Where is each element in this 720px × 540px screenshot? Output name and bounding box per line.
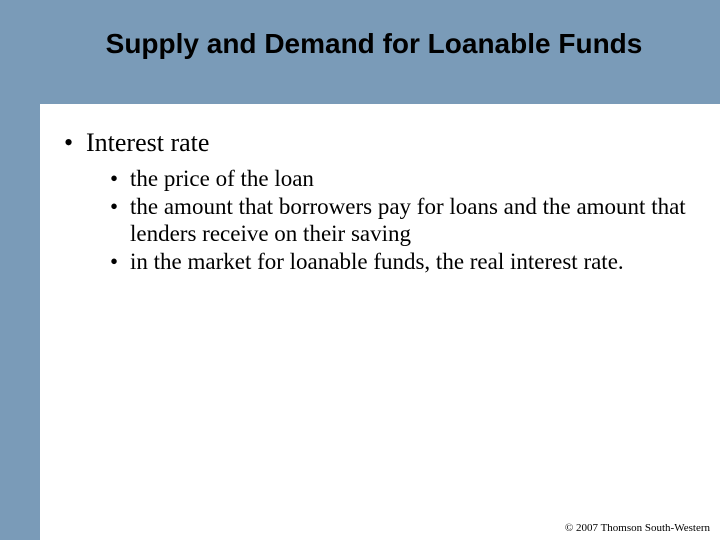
list-item: the price of the loan bbox=[110, 165, 688, 192]
bullet-list-level2: the price of the loan the amount that bo… bbox=[86, 165, 688, 276]
bullet-list-level1: Interest rate the price of the loan the … bbox=[62, 128, 688, 275]
bullet-text-level1: Interest rate bbox=[86, 128, 209, 157]
copyright-footer: © 2007 Thomson South-Western bbox=[565, 522, 710, 534]
bullet-text-level2: the amount that borrowers pay for loans … bbox=[130, 194, 686, 246]
list-item: in the market for loanable funds, the re… bbox=[110, 248, 688, 275]
content-area: Interest rate the price of the loan the … bbox=[40, 104, 720, 484]
bullet-text-level2: in the market for loanable funds, the re… bbox=[130, 249, 624, 274]
list-item: Interest rate the price of the loan the … bbox=[62, 128, 688, 275]
list-item: the amount that borrowers pay for loans … bbox=[110, 193, 688, 247]
slide: Supply and Demand for Loanable Funds Int… bbox=[0, 0, 720, 540]
slide-title: Supply and Demand for Loanable Funds bbox=[44, 28, 704, 60]
left-sidebar bbox=[0, 0, 40, 540]
bullet-text-level2: the price of the loan bbox=[130, 166, 314, 191]
